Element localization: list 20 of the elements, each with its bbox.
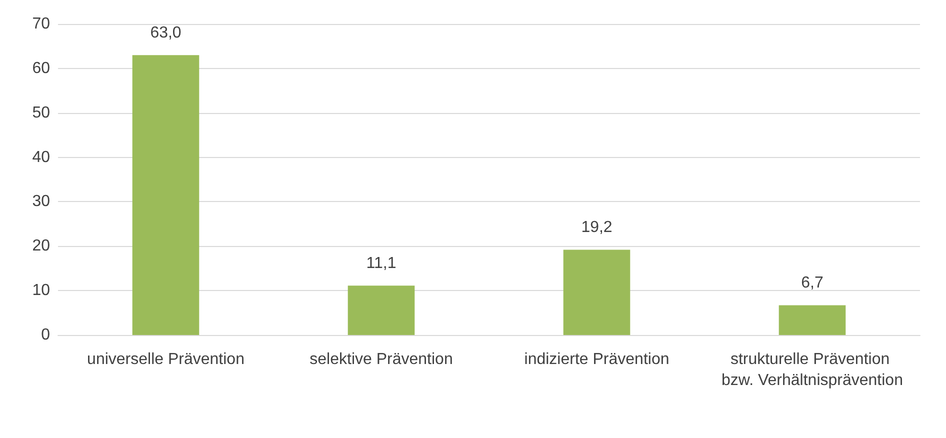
bar (132, 55, 200, 335)
x-tick-label: strukturelle Prävention bzw. Verhältnisprävention (722, 351, 903, 389)
data-label: 63,0 (150, 24, 182, 42)
bar (778, 305, 846, 335)
x-tick-label: indizierte Prävention (524, 351, 670, 368)
bar (348, 286, 415, 335)
data-label: 6,7 (801, 274, 824, 292)
y-tick-label: 70 (32, 16, 50, 32)
bar (563, 250, 630, 335)
y-tick-label: 0 (41, 326, 50, 344)
y-tick-label: 10 (32, 282, 50, 300)
y-tick-label: 30 (32, 193, 50, 210)
data-label: 11,1 (366, 255, 396, 272)
y-tick-label: 60 (32, 60, 50, 77)
x-tick-label: selektive Prävention (310, 351, 453, 368)
y-tick-label: 40 (32, 148, 50, 166)
y-tick-label: 50 (32, 104, 50, 122)
data-label: 19,2 (581, 219, 612, 236)
y-tick-label: 20 (32, 238, 50, 255)
x-tick-label: universelle Prävention (87, 351, 244, 368)
